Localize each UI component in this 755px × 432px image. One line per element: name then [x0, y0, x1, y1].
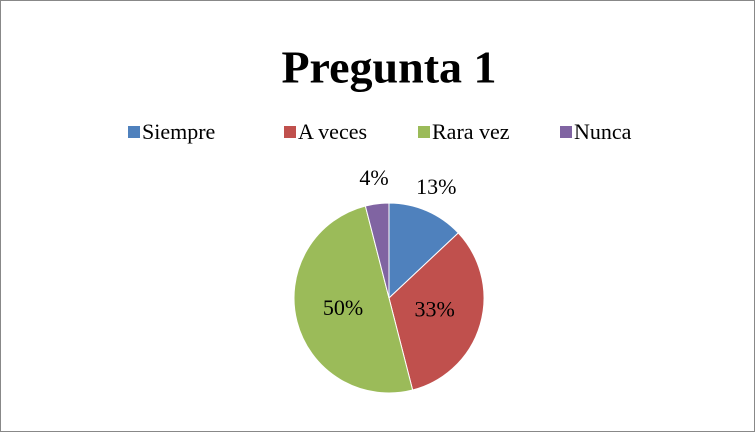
data-label: 50%	[323, 295, 363, 320]
legend-swatch	[284, 126, 296, 138]
legend-label: Siempre	[142, 119, 215, 144]
legend-label: Nunca	[574, 119, 632, 144]
pie-slice	[388, 202, 459, 300]
data-label: 4%	[359, 165, 388, 190]
legend-label: A veces	[298, 119, 367, 144]
data-label: 13%	[416, 174, 456, 199]
legend-swatch	[560, 126, 572, 138]
chart-title: Pregunta 1	[281, 42, 496, 93]
legend-label: Rara vez	[432, 119, 510, 144]
pie-slice	[293, 205, 414, 394]
legend-swatch	[418, 126, 430, 138]
legend-swatch	[128, 126, 140, 138]
data-label: 33%	[414, 296, 454, 321]
pie-slice	[364, 202, 390, 299]
pie-slice	[388, 232, 485, 391]
